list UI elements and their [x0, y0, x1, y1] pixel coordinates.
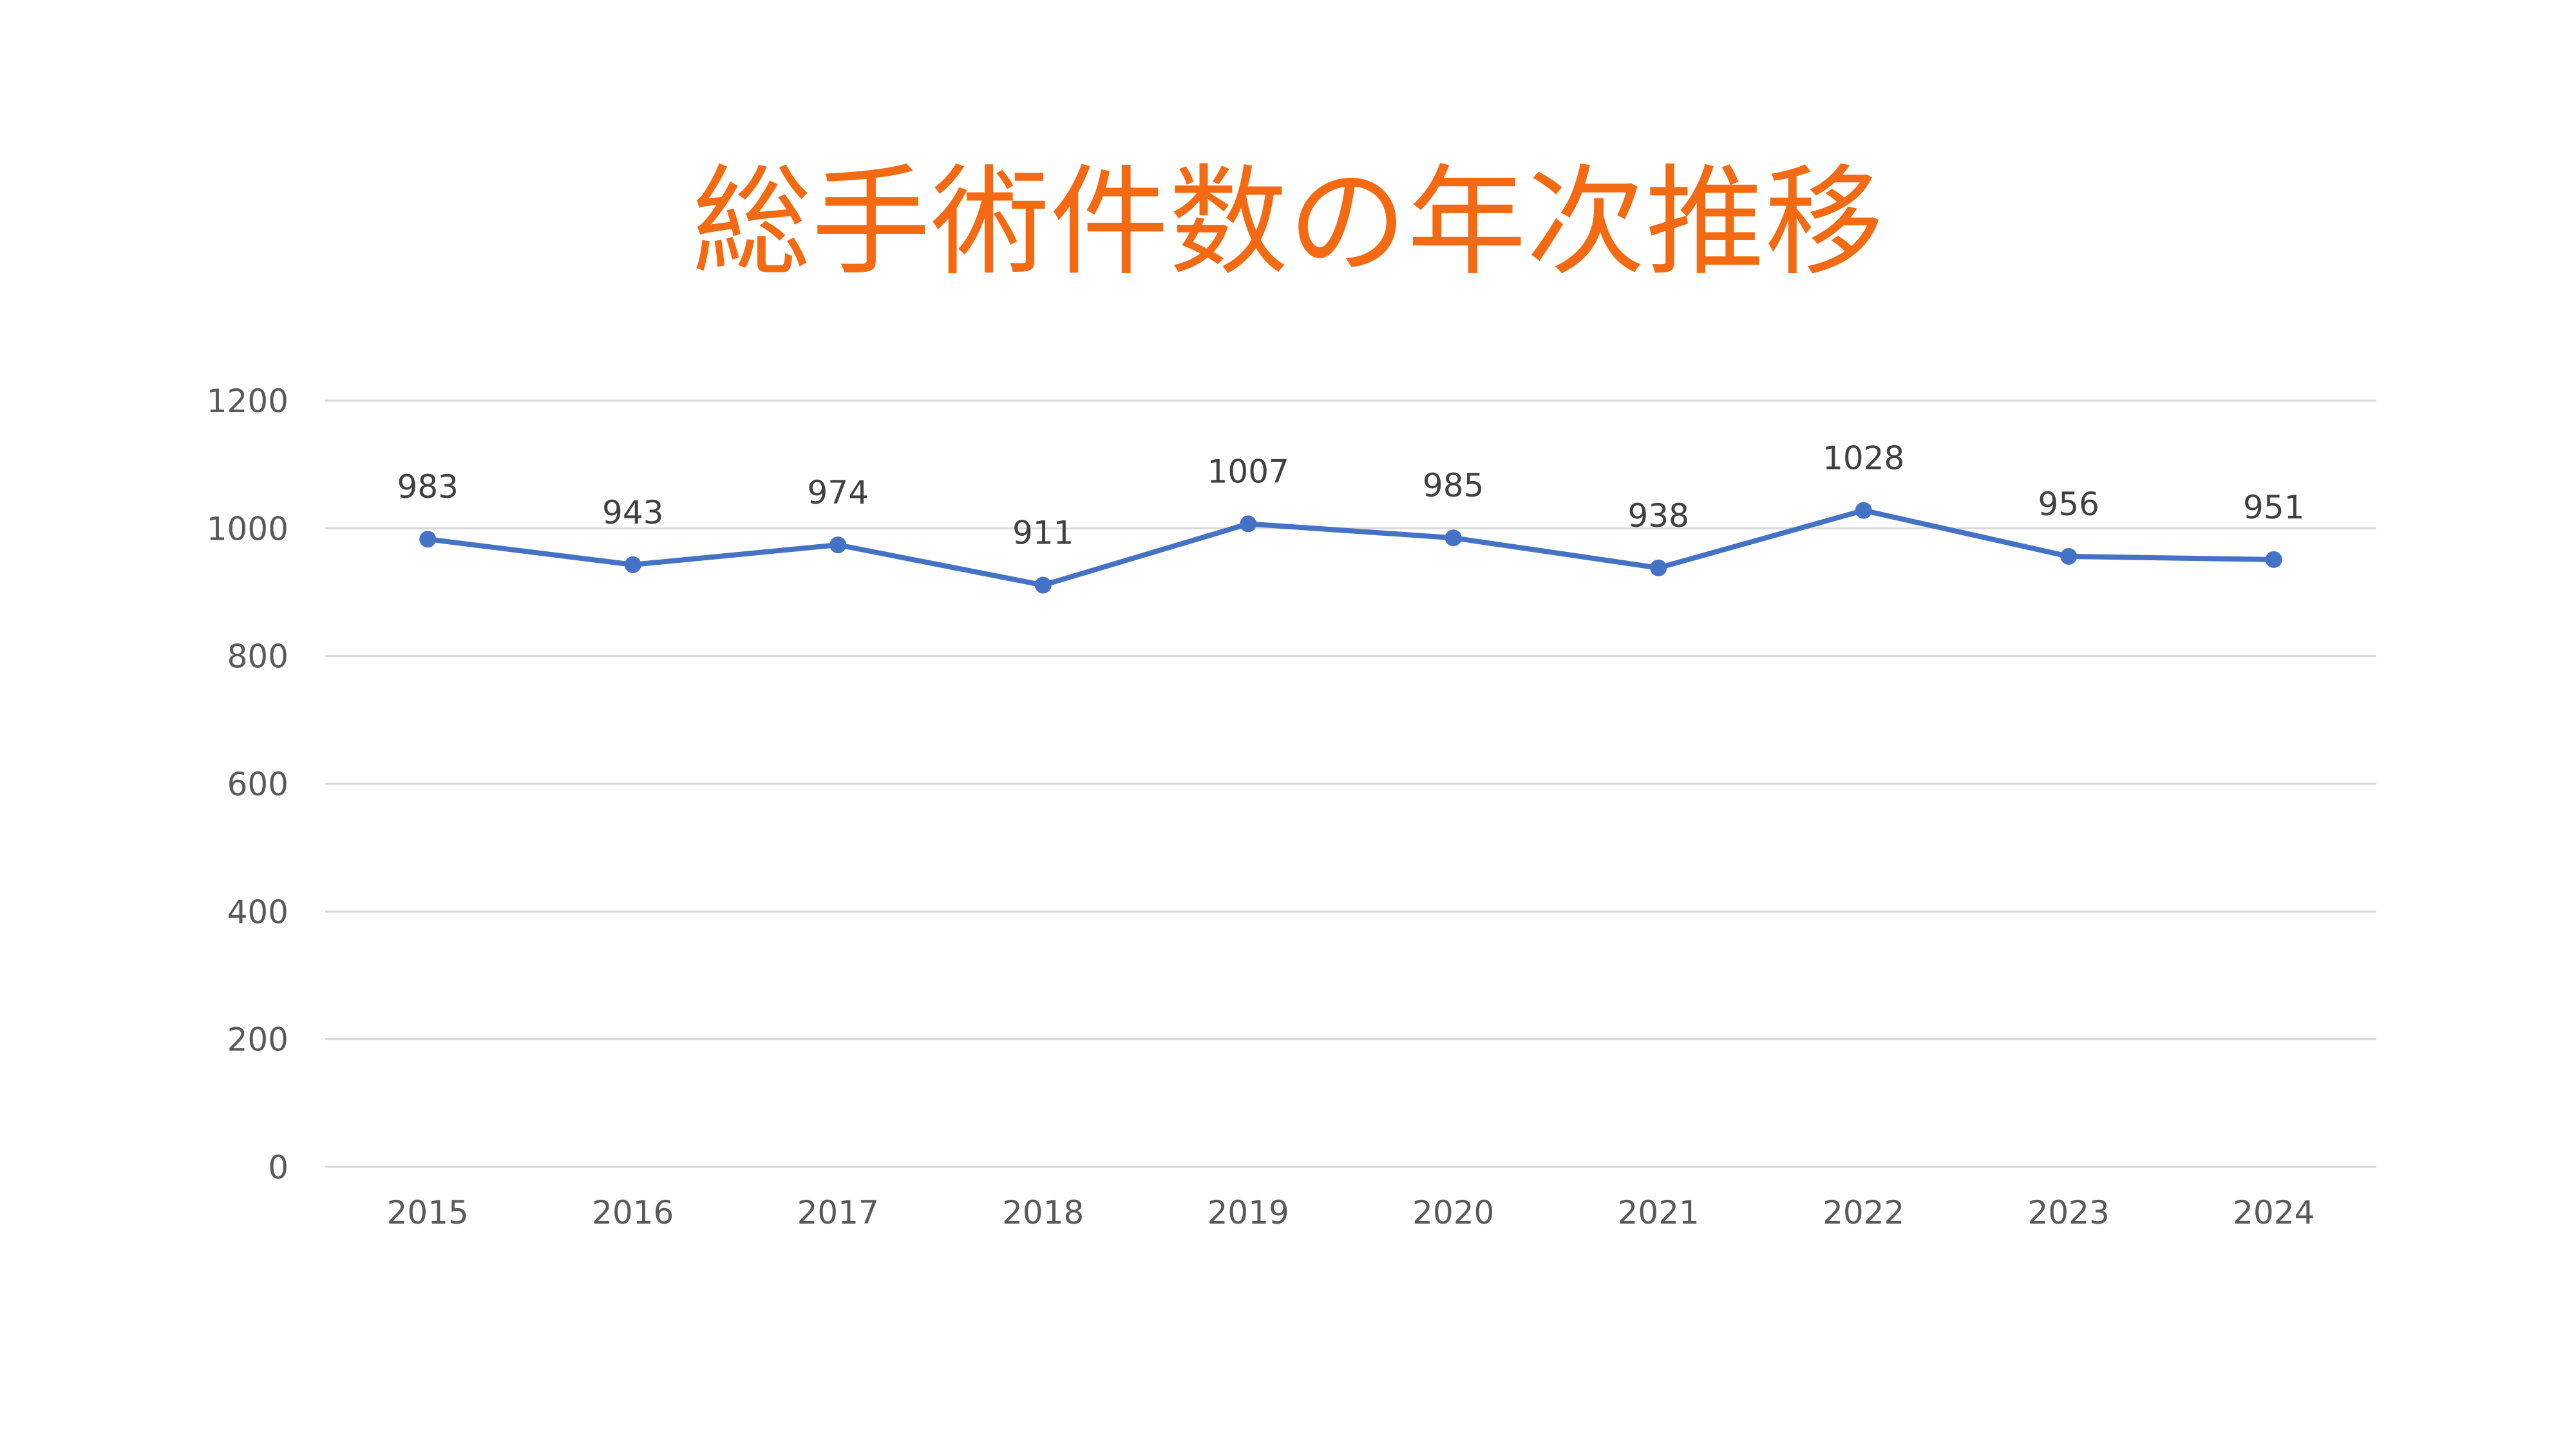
data-point: [1650, 559, 1667, 576]
y-tick-label: 400: [227, 893, 289, 931]
series-line: [425, 507, 2277, 588]
x-tick-label: 2022: [1823, 1194, 1904, 1231]
y-axis-ticks: 0 200 400 600 800 1000 1200: [207, 383, 289, 1186]
data-point: [1240, 515, 1257, 533]
data-label: 956: [2038, 486, 2099, 523]
data-label: 985: [1423, 467, 1484, 504]
data-point: [1034, 576, 1052, 594]
y-tick-label: 1200: [207, 383, 289, 420]
data-point: [2265, 551, 2282, 568]
y-tick-label: 0: [268, 1149, 289, 1186]
data-label: 1028: [1823, 440, 1904, 477]
data-label: 951: [2243, 489, 2304, 526]
x-tick-label: 2023: [2028, 1194, 2110, 1231]
data-label: 1007: [1208, 453, 1289, 490]
x-axis-ticks: 2015 2016 2017 2018 2019 2020 2021 2022 2023 2024: [387, 1194, 2315, 1231]
data-point: [419, 531, 437, 548]
data-point: [1855, 502, 1872, 519]
y-tick-label: 200: [227, 1021, 289, 1059]
data-labels: 983 943 974 911 1007 985 938 1028 956 951: [397, 440, 2305, 552]
x-tick-label: 2015: [387, 1194, 469, 1231]
x-tick-label: 2019: [1208, 1194, 1289, 1231]
data-label: 974: [808, 474, 869, 511]
y-tick-label: 800: [227, 638, 289, 676]
x-tick-label: 2018: [1002, 1194, 1084, 1231]
x-tick-label: 2024: [2233, 1194, 2315, 1231]
x-tick-label: 2020: [1412, 1194, 1494, 1231]
series: [419, 502, 2282, 594]
chart-title: 総手術件数の年次推移: [692, 153, 1884, 292]
x-tick-label: 2017: [797, 1194, 879, 1231]
data-label: 938: [1628, 497, 1689, 535]
x-tick-label: 2021: [1618, 1194, 1700, 1231]
data-label: 983: [397, 468, 459, 506]
data-point: [624, 556, 641, 573]
y-tick-label: 600: [227, 766, 289, 803]
data-label: 943: [602, 494, 663, 531]
data-label: 911: [1012, 515, 1074, 552]
y-tick-label: 1000: [207, 510, 289, 547]
data-point: [1444, 529, 1462, 547]
x-tick-label: 2016: [592, 1194, 674, 1231]
data-point: [2060, 547, 2078, 565]
data-point: [829, 536, 847, 554]
